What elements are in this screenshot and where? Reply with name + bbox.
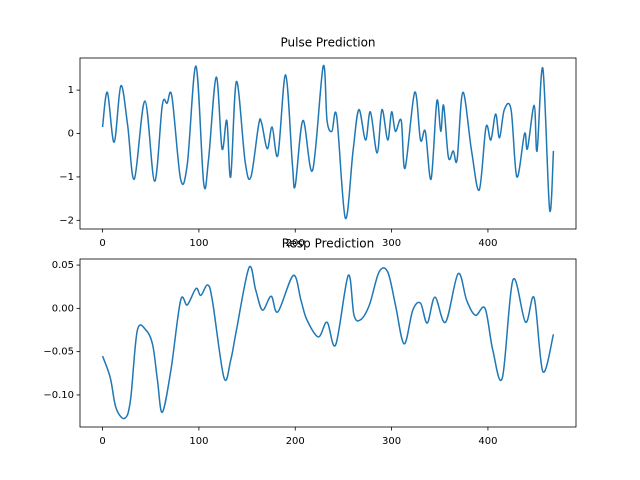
x-tick-label: 400 — [478, 436, 497, 447]
x-tick-label: 300 — [382, 436, 401, 447]
y-tick-label: 0 — [68, 129, 74, 140]
x-tick-label: 100 — [189, 238, 208, 249]
y-tick-label: 1 — [68, 85, 74, 96]
data-line — [101, 265, 555, 420]
axes-frame — [79, 57, 577, 230]
data-line — [101, 64, 555, 219]
y-tick-label: −2 — [59, 215, 74, 226]
y-tick-label: −0.05 — [43, 347, 74, 358]
x-tick-label: 0 — [99, 238, 105, 249]
y-tick-label: −1 — [59, 172, 74, 183]
chart-title: Resp Prediction — [282, 237, 374, 251]
x-tick-label: 300 — [382, 238, 401, 249]
axes-frame — [79, 258, 577, 428]
x-tick-label: 100 — [189, 436, 208, 447]
y-tick-label: 0.00 — [52, 303, 74, 314]
chart-title: Pulse Prediction — [280, 36, 375, 50]
x-tick-label: 200 — [286, 436, 305, 447]
y-tick-label: 0.05 — [52, 260, 74, 271]
y-tick-label: −0.10 — [43, 390, 74, 401]
x-tick-label: 0 — [99, 436, 105, 447]
x-tick-label: 400 — [478, 238, 497, 249]
x-tick-label: 200 — [286, 238, 305, 249]
